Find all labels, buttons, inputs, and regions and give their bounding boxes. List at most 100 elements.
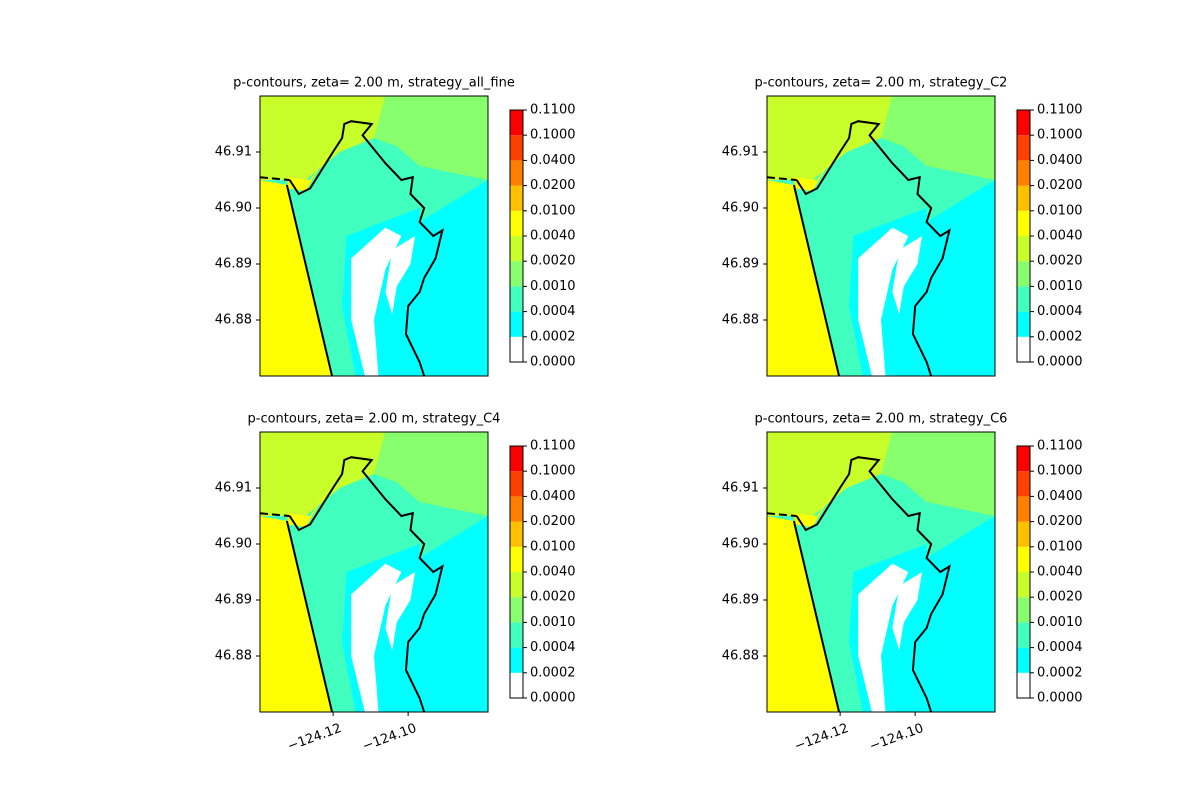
y-tick-label: 46.88 xyxy=(722,313,759,328)
contour-region xyxy=(767,180,840,376)
contour-region xyxy=(260,432,386,516)
colorbar-label: 0.0100 xyxy=(1037,203,1083,218)
colorbar-label: 0.0020 xyxy=(1037,590,1083,605)
coastline xyxy=(792,520,841,712)
colorbar-segment xyxy=(1017,236,1030,262)
y-tick-label: 46.91 xyxy=(722,145,759,160)
contour-region xyxy=(351,227,402,376)
colorbar-segment xyxy=(1017,160,1030,186)
y-tick-label: 46.89 xyxy=(722,593,759,608)
colorbar-label: 0.0020 xyxy=(530,590,576,605)
colorbar-label: 0.0400 xyxy=(530,489,576,504)
colorbar-segment xyxy=(510,135,523,161)
plot-frame xyxy=(259,431,489,713)
y-tick-label: 46.90 xyxy=(722,537,759,552)
contour-region xyxy=(794,152,836,192)
colorbar-segment xyxy=(510,572,523,598)
plot-frame xyxy=(259,95,489,377)
plot-frame xyxy=(766,95,996,377)
colorbar-segment xyxy=(510,185,523,211)
colorbar-label: 0.0040 xyxy=(530,565,576,580)
colorbar-label: 0.1000 xyxy=(530,464,576,479)
colorbar-label: 0.0100 xyxy=(530,539,576,554)
x-tick-label: −124.10 xyxy=(868,721,926,754)
coastline xyxy=(767,176,797,181)
colorbar-label: 0.0010 xyxy=(1037,279,1083,294)
map xyxy=(767,432,995,712)
map xyxy=(767,96,995,376)
y-tick-label: 46.88 xyxy=(215,649,252,664)
colorbar-segment xyxy=(510,236,523,262)
colorbar-label: 0.0200 xyxy=(1037,178,1083,193)
coastline xyxy=(767,512,797,517)
colorbar-segment xyxy=(510,647,523,673)
colorbar-segment xyxy=(510,110,523,136)
y-tick-label: 46.90 xyxy=(215,201,252,216)
colorbar-segment xyxy=(1017,185,1030,211)
contour-region xyxy=(858,227,909,376)
y-tick-label: 46.89 xyxy=(215,593,252,608)
coastline xyxy=(288,120,444,376)
colorbar-label: 0.0040 xyxy=(1037,229,1083,244)
colorbar-segment xyxy=(1017,572,1030,598)
x-tick-label: −124.10 xyxy=(361,721,419,754)
colorbar-label: 0.1100 xyxy=(530,103,576,118)
colorbar-segment xyxy=(510,622,523,648)
colorbar-label: 0.0010 xyxy=(530,279,576,294)
contour-region xyxy=(892,236,923,315)
colorbar-segment xyxy=(510,521,523,547)
contour-region xyxy=(881,96,995,180)
colorbar-label: 0.0000 xyxy=(1037,691,1083,706)
colorbar-segment xyxy=(1017,622,1030,648)
colorbar-segment xyxy=(510,261,523,287)
x-tick-label: −124.12 xyxy=(286,721,344,754)
colorbar-label: 0.1100 xyxy=(1037,439,1083,454)
colorbar-segment xyxy=(510,471,523,497)
colorbar-label: 0.0002 xyxy=(1037,665,1083,680)
contour-region xyxy=(374,432,488,516)
x-tick-label: −124.12 xyxy=(793,721,851,754)
y-tick-label: 46.88 xyxy=(215,313,252,328)
colorbar-label: 0.0400 xyxy=(530,153,576,168)
colorbar-segment xyxy=(1017,110,1030,136)
y-tick-label: 46.89 xyxy=(215,257,252,272)
contour-region xyxy=(922,180,995,376)
colorbar-segment xyxy=(510,672,523,698)
colorbar-segment xyxy=(1017,286,1030,312)
contour-region xyxy=(767,432,893,516)
colorbar-label: 0.0002 xyxy=(1037,329,1083,344)
colorbar-segment xyxy=(510,336,523,362)
contour-region xyxy=(385,236,416,315)
contour-region xyxy=(287,152,329,192)
colorbar-segment xyxy=(510,311,523,337)
coastline xyxy=(795,456,951,712)
colorbar-segment xyxy=(1017,261,1030,287)
coastline xyxy=(260,512,290,517)
colorbar-segment xyxy=(1017,546,1030,572)
colorbar-segment xyxy=(510,496,523,522)
colorbar-label: 0.0020 xyxy=(1037,254,1083,269)
colorbar-segment xyxy=(1017,311,1030,337)
colorbar-label: 0.1000 xyxy=(1037,464,1083,479)
subplot-title: p-contours, zeta= 2.00 m, strategy_C6 xyxy=(755,412,1008,427)
colorbar-segment xyxy=(1017,647,1030,673)
colorbar-segment xyxy=(510,286,523,312)
colorbar-segment xyxy=(1017,210,1030,236)
colorbar-label: 0.0000 xyxy=(1037,355,1083,370)
contour-region xyxy=(881,432,995,516)
contour-region xyxy=(858,563,909,712)
subplot: p-contours, zeta= 2.00 m, strategy_C2 46.… xyxy=(722,76,1083,377)
subplot: p-contours, zeta= 2.00 m, strategy_C6 46.… xyxy=(722,412,1083,755)
y-tick-label: 46.91 xyxy=(215,481,252,496)
colorbar-label: 0.1000 xyxy=(1037,128,1083,143)
colorbar-label: 0.0100 xyxy=(530,203,576,218)
colorbar-segment xyxy=(510,446,523,472)
colorbar-label: 0.0010 xyxy=(1037,615,1083,630)
colorbar-segment xyxy=(1017,496,1030,522)
colorbar-label: 0.0200 xyxy=(1037,514,1083,529)
colorbar-segment xyxy=(510,160,523,186)
contour-region xyxy=(385,572,416,651)
colorbar-label: 0.0002 xyxy=(530,329,576,344)
colorbar-label: 0.0200 xyxy=(530,178,576,193)
colorbar-segment xyxy=(1017,672,1030,698)
